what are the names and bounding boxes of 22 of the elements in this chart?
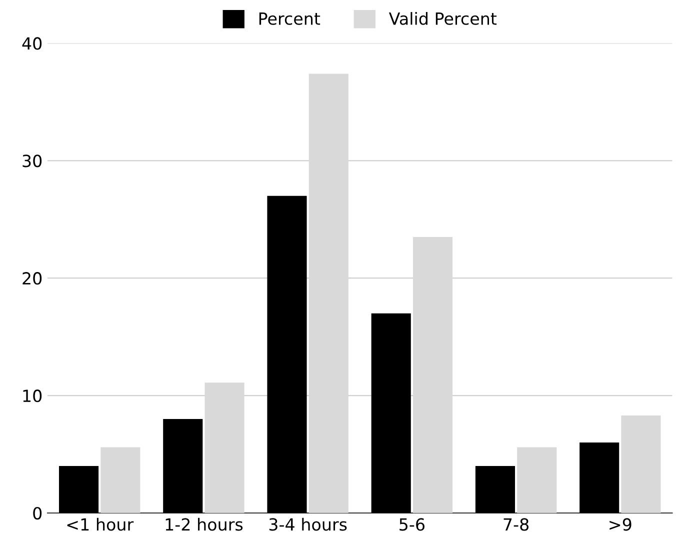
y-tick-label: 20 [22,272,42,285]
x-tick-label: <1 hour [67,518,134,531]
bar [475,466,515,513]
x-tick-label: 3-4 hours [269,518,347,531]
bar [621,416,661,513]
legend-label: Percent [259,12,320,25]
x-tick-label: 7-8 [504,518,529,531]
bar [100,447,140,513]
y-tick-label: 40 [22,37,42,50]
x-tick-label: 1-2 hours [166,518,243,531]
x-tick-label: 5-6 [400,518,424,531]
bar [58,466,99,513]
legend-label: Valid Percent [388,12,497,25]
y-tick-label: 10 [23,390,42,402]
bar [580,442,620,513]
x-tick-label: >9 [610,518,632,531]
bar [267,196,307,513]
y-tick-label: 30 [22,154,42,168]
bar [163,419,203,513]
y-tick-label: 0 [33,506,42,520]
bar [371,313,411,513]
bar [517,447,557,513]
